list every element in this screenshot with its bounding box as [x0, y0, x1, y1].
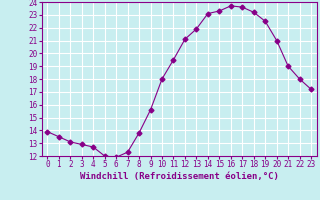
X-axis label: Windchill (Refroidissement éolien,°C): Windchill (Refroidissement éolien,°C) — [80, 172, 279, 181]
